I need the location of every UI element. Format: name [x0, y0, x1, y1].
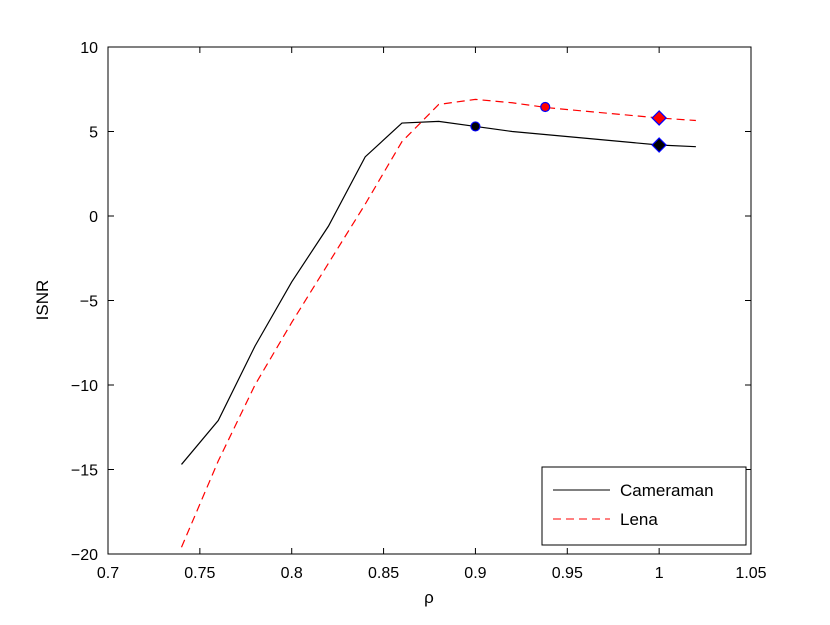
- series-line-lena: [180, 98, 696, 548]
- y-axis-label: ISNR: [33, 280, 52, 321]
- marker-circle-cameraman: [470, 121, 481, 132]
- x-tick-label: 0.8: [281, 565, 303, 582]
- y-tick-label: 5: [89, 125, 98, 142]
- x-axis: 0.7 0.75 0.8 0.85 0.9 0.95 1 1.05: [97, 47, 767, 582]
- x-axis-label: ρ: [424, 588, 434, 607]
- series-line-cameraman: [181, 120, 696, 465]
- x-tick-label: 0.95: [552, 565, 583, 582]
- y-tick-label: −15: [71, 463, 98, 480]
- x-tick-label: 0.9: [464, 565, 486, 582]
- y-tick-label: −20: [71, 547, 98, 564]
- marker-layer: [470, 101, 667, 153]
- y-tick-label: 0: [89, 209, 98, 226]
- marker-circle-lena: [540, 101, 551, 113]
- legend-box: [541, 466, 747, 546]
- x-tick-label: 0.7: [97, 565, 119, 582]
- x-tick-label: 0.75: [184, 565, 215, 582]
- x-tick-label: 0.85: [368, 565, 399, 582]
- y-axis: −20 −15 −10 −5 0 5 10: [71, 40, 751, 564]
- y-tick-label: −10: [71, 378, 98, 395]
- marker-diamond-cameraman: [651, 137, 667, 153]
- series-layer: [180, 98, 696, 548]
- legend-label-lena: Lena: [620, 510, 658, 529]
- x-tick-label: 1.05: [735, 565, 766, 582]
- legend: Cameraman Lena: [541, 466, 747, 546]
- y-tick-label: −5: [80, 294, 98, 311]
- x-tick-label: 1: [655, 565, 664, 582]
- y-tick-label: 10: [80, 40, 98, 57]
- legend-label-cameraman: Cameraman: [620, 481, 714, 500]
- marker-diamond-lena: [651, 110, 667, 126]
